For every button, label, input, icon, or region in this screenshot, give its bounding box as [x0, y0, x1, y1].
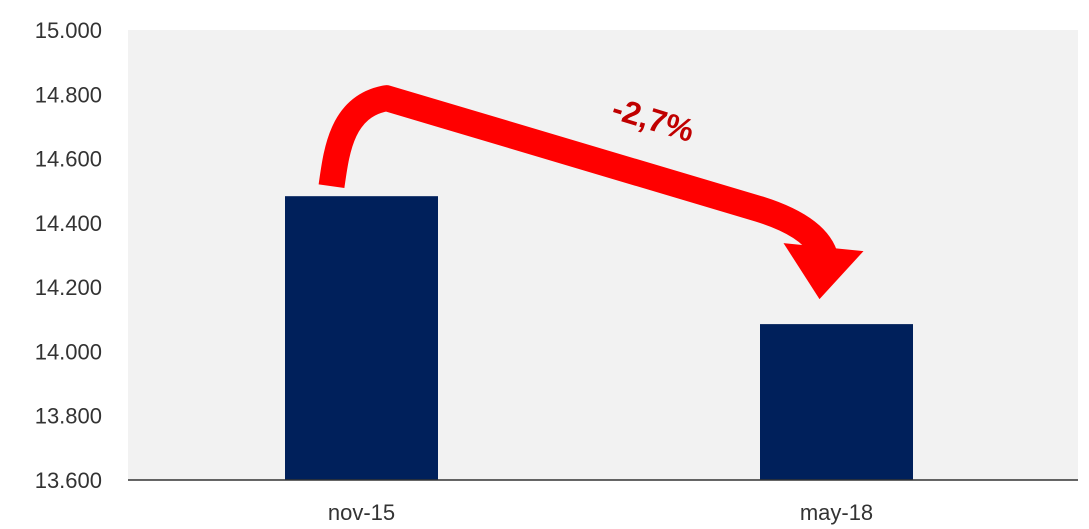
- y-tick-label: 13.800: [35, 404, 102, 429]
- y-axis-ticks: 13.600 13.800 14.000 14.200 14.400 14.600 14.8…: [35, 18, 102, 493]
- plot-background: [128, 30, 1078, 480]
- y-tick-label: 15.000: [35, 18, 102, 43]
- change-arrow-head: [783, 243, 864, 300]
- y-tick-label: 14.400: [35, 211, 102, 236]
- x-tick-label: may-18: [800, 500, 873, 525]
- y-tick-label: 14.000: [35, 339, 102, 364]
- y-tick-label: 13.600: [35, 468, 102, 493]
- y-tick-label: 14.200: [35, 275, 102, 300]
- bar-nov-15: [285, 196, 438, 480]
- y-tick-label: 14.800: [35, 82, 102, 107]
- bars: [285, 196, 913, 480]
- change-arrow-shaft: [318, 85, 840, 273]
- y-tick-label: 14.600: [35, 147, 102, 172]
- x-tick-label: nov-15: [328, 500, 395, 525]
- x-axis-labels: nov-15 may-18: [328, 500, 873, 525]
- bar-may-18: [760, 324, 913, 480]
